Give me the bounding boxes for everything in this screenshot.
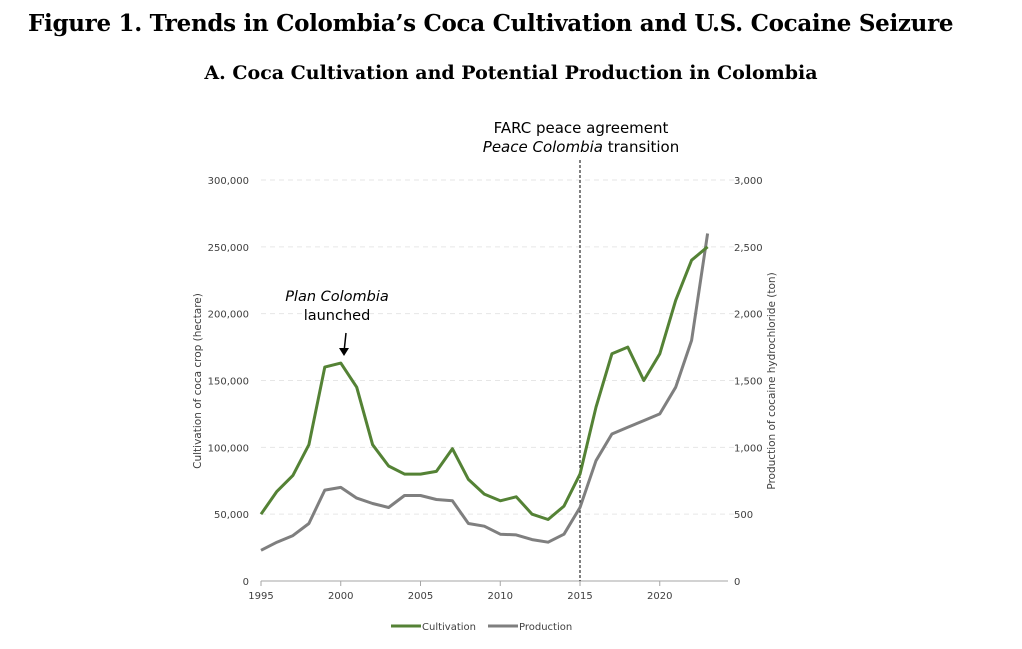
y2-axis-label: Production of cocaine hydrochloride (ton… [766,272,778,489]
plan-colombia-annotation-line2: launched [304,308,371,324]
figure-title: Figure 1. Trends in Colombia’s Coca Cult… [28,10,954,37]
axes: 0 50,000 100,000 150,000 200,000 250,000 300,0… [192,160,778,602]
y-tick-label: 200,000 [208,310,249,321]
farc-annotation-line2: Peace Colombia transition [483,138,679,156]
series-lines [259,233,710,552]
y-tick-label: 50,000 [214,510,249,521]
y-tick-label: 300,000 [208,176,249,187]
y2-tick-label: 1,000 [734,443,763,454]
x-tick-label: 2015 [567,591,592,602]
y2-tick-label: 3,000 [734,176,763,187]
gridlines [261,179,740,515]
y-tick-label: 250,000 [208,243,249,254]
y2-tick-label: 500 [734,510,753,521]
y-tick-label: 150,000 [208,377,249,388]
x-tick-label: 2000 [328,591,353,602]
y2-tick-label: 1,500 [734,377,763,388]
plan-colombia-annotation-line1: Plan Colombia [285,289,389,305]
farc-annotation-line1: FARC peace agreement [494,119,669,137]
x-tick-label: 2010 [488,591,513,602]
x-tick-label: 2020 [647,591,672,602]
series-line-cultivation [259,245,709,521]
y2-tick-label: 2,500 [734,243,763,254]
x-tick-label: 1995 [248,591,273,602]
legend-label-cultivation: Cultivation [422,622,476,633]
y2-tick-label: 0 [734,577,740,588]
y-tick-label: 0 [243,577,249,588]
down-arrow-icon [339,332,349,356]
legend: Cultivation Production [391,622,572,633]
annotations: FARC peace agreement Peace Colombia tran… [285,119,679,356]
series-line-production [260,233,710,552]
y-tick-label: 100,000 [208,443,249,454]
legend-label-production: Production [519,622,572,633]
x-tick-label: 2005 [408,591,433,602]
chart-title: A. Coca Cultivation and Potential Produc… [204,62,818,84]
farc-annotation-italic: Peace Colombia [483,138,603,156]
farc-annotation-rest: transition [603,138,679,156]
y-axis-label: Cultivation of coca crop (hectare) [192,293,204,469]
y2-tick-label: 2,000 [734,310,763,321]
